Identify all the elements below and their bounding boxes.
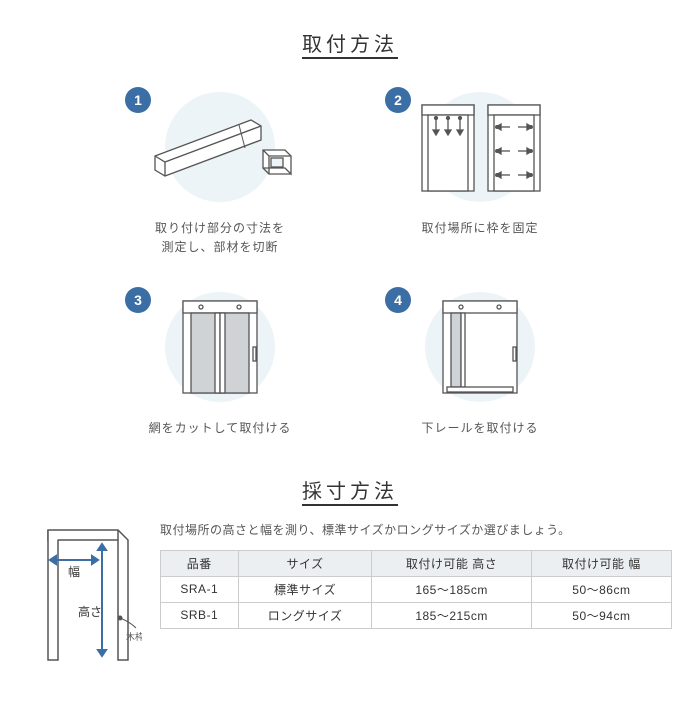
table-header-row: 品番 サイズ 取付け可能 高さ 取付け可能 幅 xyxy=(161,550,672,576)
table-row: SRB-1 ロングサイズ 185～215cm 50～94cm xyxy=(161,602,672,628)
cell: SRB-1 xyxy=(161,602,239,628)
cell: 50～94cm xyxy=(531,602,671,628)
step-caption: 下レールを取付ける xyxy=(421,419,538,438)
step-3: 3 網をカットして取付ける xyxy=(120,287,320,438)
door-diagram: 幅 高さ 木枠 xyxy=(32,520,142,669)
col-header: 品番 xyxy=(161,550,239,576)
width-label: 幅 xyxy=(68,564,80,579)
measure-section: 採寸方法 幅 xyxy=(0,475,700,669)
col-header: 取付け可能 高さ xyxy=(372,550,531,576)
measure-title: 採寸方法 xyxy=(0,475,700,504)
step3-illustration xyxy=(165,297,275,397)
col-header: サイズ xyxy=(238,550,372,576)
measure-desc: 取付場所の高さと幅を測り、標準サイズかロングサイズか選びましょう。 xyxy=(160,520,672,540)
wood-label: 木枠 xyxy=(126,631,142,642)
step-2: 2 xyxy=(380,87,580,257)
cell: 標準サイズ xyxy=(238,576,372,602)
height-label: 高さ xyxy=(78,604,102,619)
size-table: 品番 サイズ 取付け可能 高さ 取付け可能 幅 SRA-1 標準サイズ 165～… xyxy=(160,550,672,629)
cell: 165～185cm xyxy=(372,576,531,602)
cell: 185～215cm xyxy=(372,602,531,628)
step2-illustration xyxy=(400,97,560,197)
cell: 50～86cm xyxy=(531,576,671,602)
step-1: 1 取り付け部分の寸法を測 xyxy=(120,87,320,257)
step-caption: 網をカットして取付ける xyxy=(149,419,292,438)
table-row: SRA-1 標準サイズ 165～185cm 50～86cm xyxy=(161,576,672,602)
step1-illustration xyxy=(145,102,295,192)
cell: SRA-1 xyxy=(161,576,239,602)
step-badge: 3 xyxy=(125,287,151,313)
step-4: 4 下レールを取付ける xyxy=(380,287,580,438)
install-title: 取付方法 xyxy=(0,28,700,57)
step-badge: 4 xyxy=(385,287,411,313)
col-header: 取付け可能 幅 xyxy=(531,550,671,576)
step-caption: 取り付け部分の寸法を測定し、部材を切断 xyxy=(155,219,285,257)
step4-illustration xyxy=(425,297,535,397)
steps-grid: 1 取り付け部分の寸法を測 xyxy=(0,87,700,439)
step-caption: 取付場所に枠を固定 xyxy=(421,219,538,238)
cell: ロングサイズ xyxy=(238,602,372,628)
